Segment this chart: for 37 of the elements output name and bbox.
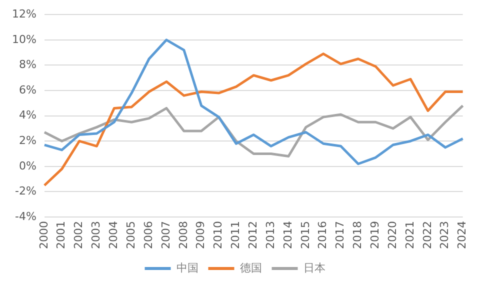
x-tick-label: 2020 xyxy=(386,221,399,250)
x-tick-label: 2006 xyxy=(142,221,155,250)
x-tick-label: 2024 xyxy=(456,221,469,250)
x-tick-label: 2001 xyxy=(54,221,68,250)
x-tick-label: 2023 xyxy=(438,221,452,250)
x-tick-label: 2007 xyxy=(159,221,172,250)
x-tick-label: 2013 xyxy=(264,221,277,250)
x-tick-label: 2022 xyxy=(420,221,434,250)
y-tick-label: 10% xyxy=(12,32,36,46)
x-tick-label: 2016 xyxy=(316,221,330,250)
legend-label: 日本 xyxy=(303,261,326,274)
y-tick-label: 0% xyxy=(18,159,36,172)
y-tick-label: -2% xyxy=(15,184,36,198)
x-tick-label: 2021 xyxy=(403,221,416,250)
x-tick-label: 2015 xyxy=(298,221,312,250)
x-tick-label: 2002 xyxy=(72,221,86,250)
x-tick-label: 2018 xyxy=(351,221,364,250)
y-tick-label: 12% xyxy=(12,7,36,20)
x-tick-label: 2008 xyxy=(176,221,190,250)
x-tick-label: 2011 xyxy=(229,221,242,250)
x-tick-label: 2014 xyxy=(281,221,294,250)
x-tick-label: 2010 xyxy=(212,221,225,250)
x-tick-label: 2019 xyxy=(368,221,382,250)
x-tick-label: 2003 xyxy=(90,221,103,250)
legend-label: 德国 xyxy=(240,261,262,274)
x-tick-label: 2004 xyxy=(107,221,120,250)
legend-label: 中国 xyxy=(176,261,198,274)
x-tick-label: 2009 xyxy=(194,221,208,250)
x-tick-label: 2005 xyxy=(124,221,138,250)
y-tick-label: 6% xyxy=(18,83,36,96)
y-tick-label: 2% xyxy=(18,134,36,147)
x-tick-label: 2017 xyxy=(334,221,347,250)
y-tick-label: 4% xyxy=(18,108,36,122)
y-tick-label: 8% xyxy=(18,58,36,72)
x-tick-label: 2012 xyxy=(246,221,260,250)
x-tick-label: 2000 xyxy=(37,221,50,250)
y-tick-label: -4% xyxy=(15,210,36,223)
